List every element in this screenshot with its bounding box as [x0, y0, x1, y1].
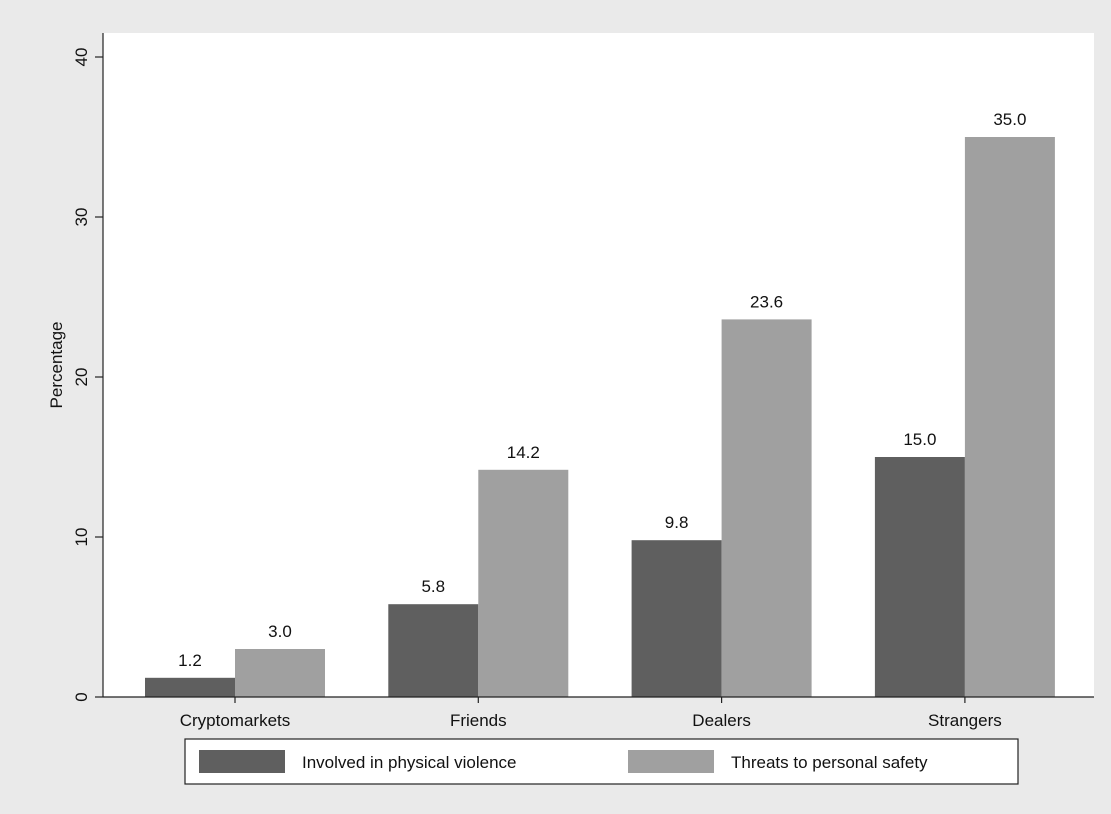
- bar-cryptomarkets-physical-violence: [145, 677, 235, 697]
- x-tick-label-strangers: Strangers: [928, 711, 1002, 730]
- data-label-dealers-personal-safety: 23.6: [750, 292, 783, 311]
- bars-layer: [145, 137, 1055, 697]
- y-tick-label: 0: [72, 692, 91, 701]
- bar-dealers-physical-violence: [631, 540, 722, 697]
- legend-label-personal-safety: Threats to personal safety: [731, 753, 928, 772]
- data-label-friends-personal-safety: 14.2: [507, 443, 540, 462]
- bar-dealers-personal-safety: [721, 319, 812, 697]
- data-label-cryptomarkets-personal-safety: 3.0: [268, 622, 292, 641]
- y-axis-title: Percentage: [47, 322, 66, 409]
- data-label-dealers-physical-violence: 9.8: [665, 513, 689, 532]
- x-ticks-layer: Cryptomarkets Friends Dealers Strangers: [180, 697, 1002, 730]
- y-tick-label: 30: [72, 208, 91, 227]
- data-label-friends-physical-violence: 5.8: [421, 577, 445, 596]
- bar-cryptomarkets-personal-safety: [235, 649, 325, 697]
- legend-swatch-physical-violence: [199, 750, 285, 773]
- y-tick-label: 10: [72, 528, 91, 547]
- x-tick-label-friends: Friends: [450, 711, 507, 730]
- x-tick-label-cryptomarkets: Cryptomarkets: [180, 711, 291, 730]
- bar-strangers-physical-violence: [874, 457, 965, 697]
- y-ticks-layer: 0 10 20 30 40: [72, 48, 103, 702]
- bar-friends-personal-safety: [478, 469, 569, 697]
- x-tick-label-dealers: Dealers: [692, 711, 751, 730]
- bar-strangers-personal-safety: [964, 137, 1055, 697]
- data-label-cryptomarkets-physical-violence: 1.2: [178, 651, 202, 670]
- data-label-strangers-personal-safety: 35.0: [993, 110, 1026, 129]
- legend: Involved in physical violence Threats to…: [184, 738, 1019, 785]
- legend-swatch-personal-safety: [628, 750, 714, 773]
- y-tick-label: 40: [72, 48, 91, 67]
- y-tick-label: 20: [72, 368, 91, 387]
- data-label-strangers-physical-violence: 15.0: [903, 430, 936, 449]
- legend-label-physical-violence: Involved in physical violence: [302, 753, 517, 772]
- legend-box: [184, 738, 1019, 785]
- bar-friends-physical-violence: [388, 604, 479, 697]
- data-labels-layer: 1.2 3.0 5.8 14.2 9.8 23.6 15.0 35.0: [178, 110, 1026, 670]
